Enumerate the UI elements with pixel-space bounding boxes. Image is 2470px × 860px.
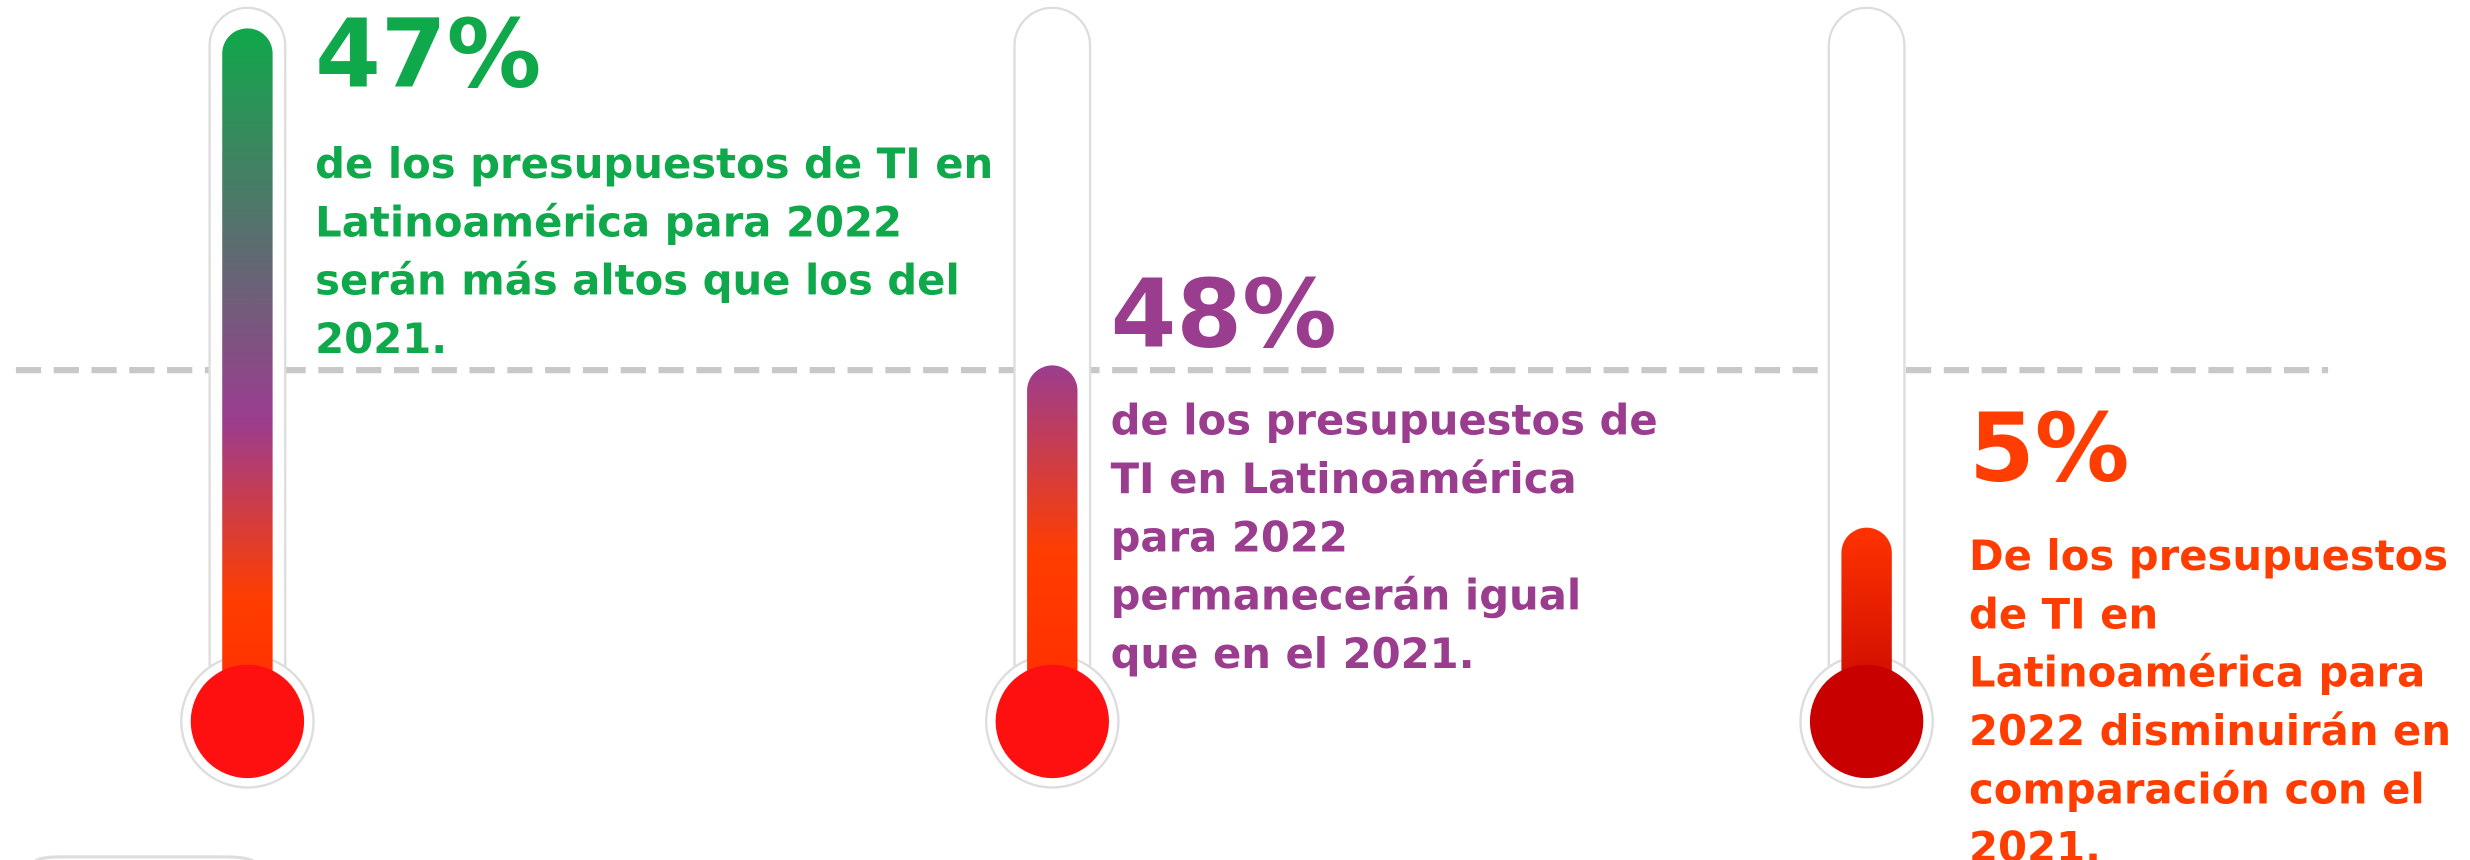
percentage: 47%: [315, 0, 541, 110]
thermometer-bulb: [995, 664, 1109, 779]
description-line: de los presupuestos de: [1111, 396, 1658, 445]
description-line: serán más altos que los del: [315, 256, 960, 305]
description-line: Latinoamérica para 2022: [315, 197, 902, 246]
description-line: de los presupuestos de TI en: [315, 139, 993, 188]
thermometer-fill: [222, 28, 273, 741]
description-line: 2021.: [315, 314, 447, 363]
thermometer-bulb: [1809, 664, 1924, 779]
percentage: 5%: [1969, 393, 2129, 503]
description-line: TI en Latinoamérica: [1111, 454, 1577, 503]
description-line: Latinoamérica para: [1969, 648, 2425, 697]
description-line: De los presupuestos: [1969, 531, 2448, 580]
description-line: para 2022: [1111, 512, 1348, 561]
description-line: de TI en: [1969, 589, 2158, 638]
description-line: 2022 disminuirán en: [1969, 706, 2451, 755]
thermometer-fill: [1027, 365, 1078, 741]
description-line: comparación con el: [1969, 764, 2425, 813]
description-line: que en el 2021.: [1111, 629, 1475, 678]
percentage: 48%: [1111, 260, 1337, 370]
thermometer-bulb: [190, 664, 305, 779]
description-line: 2021.: [1969, 823, 2101, 860]
description-line: permanecerán igual: [1111, 571, 1582, 620]
